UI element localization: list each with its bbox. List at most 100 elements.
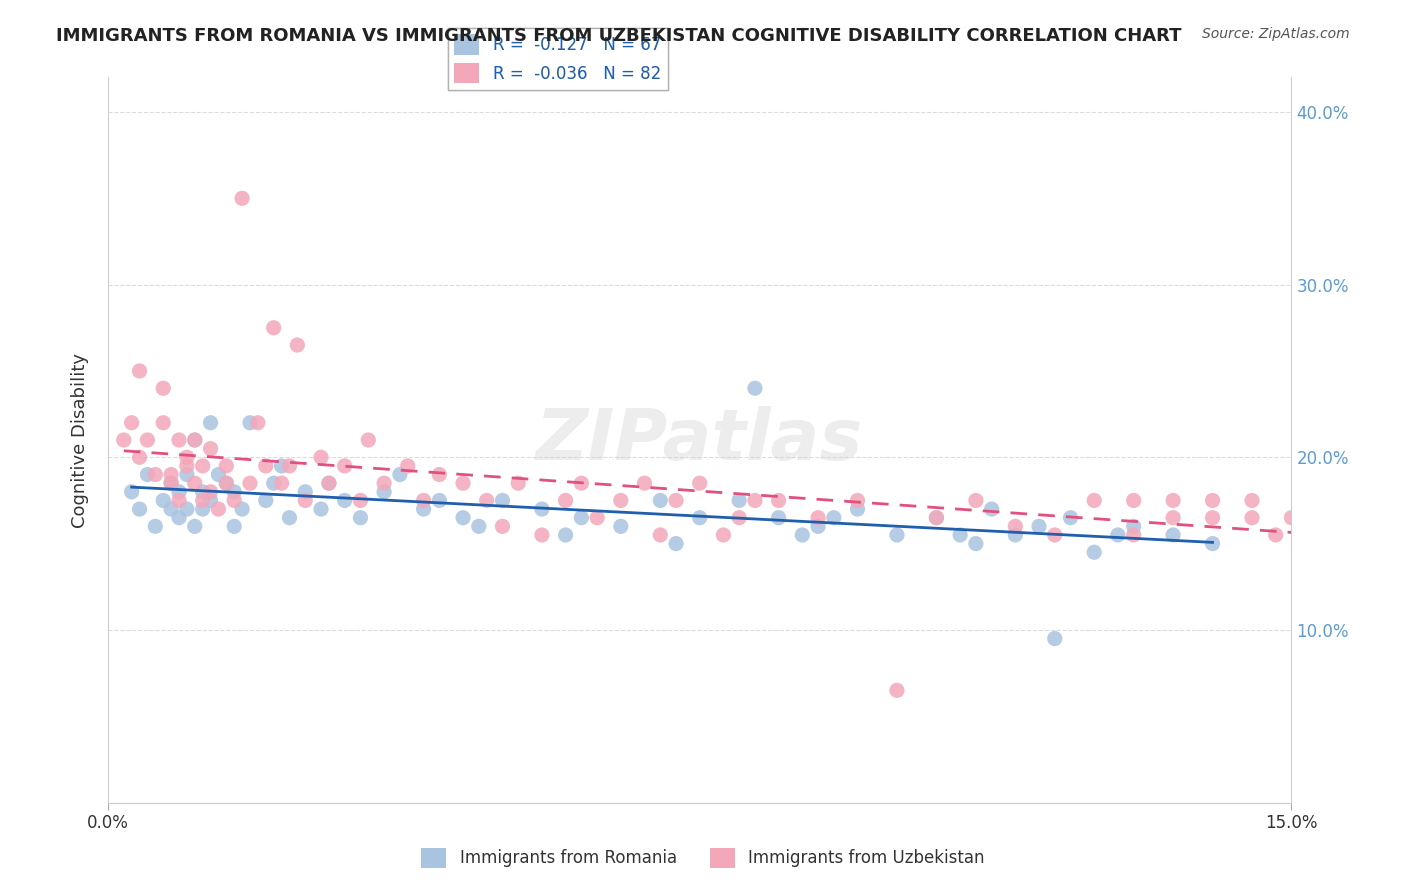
Point bbox=[167, 493, 190, 508]
Point bbox=[263, 476, 285, 491]
Point bbox=[1028, 519, 1050, 533]
Point bbox=[128, 450, 150, 465]
Point bbox=[333, 493, 356, 508]
Point bbox=[1161, 493, 1184, 508]
Point bbox=[554, 493, 576, 508]
Point bbox=[200, 493, 222, 508]
Point bbox=[191, 484, 214, 499]
Point bbox=[167, 433, 190, 447]
Point bbox=[318, 476, 340, 491]
Text: ZIPatlas: ZIPatlas bbox=[536, 406, 863, 475]
Point bbox=[128, 502, 150, 516]
Point bbox=[191, 493, 214, 508]
Point bbox=[768, 510, 790, 524]
Point bbox=[357, 433, 380, 447]
Point bbox=[191, 458, 214, 473]
Point bbox=[1004, 519, 1026, 533]
Point bbox=[1281, 510, 1303, 524]
Point bbox=[965, 493, 987, 508]
Text: IMMIGRANTS FROM ROMANIA VS IMMIGRANTS FROM UZBEKISTAN COGNITIVE DISABILITY CORRE: IMMIGRANTS FROM ROMANIA VS IMMIGRANTS FR… bbox=[56, 27, 1181, 45]
Point bbox=[254, 458, 277, 473]
Point bbox=[508, 476, 530, 491]
Text: Source: ZipAtlas.com: Source: ZipAtlas.com bbox=[1202, 27, 1350, 41]
Point bbox=[309, 450, 332, 465]
Point bbox=[412, 493, 434, 508]
Point bbox=[1107, 528, 1129, 542]
Point bbox=[143, 519, 166, 533]
Point bbox=[689, 510, 711, 524]
Point bbox=[278, 510, 301, 524]
Point bbox=[451, 476, 474, 491]
Point bbox=[160, 476, 183, 491]
Point bbox=[1122, 528, 1144, 542]
Point bbox=[1043, 632, 1066, 646]
Point bbox=[1360, 510, 1382, 524]
Point bbox=[925, 510, 948, 524]
Point bbox=[846, 493, 869, 508]
Point bbox=[136, 467, 159, 482]
Point bbox=[263, 320, 285, 334]
Point bbox=[650, 493, 672, 508]
Point bbox=[184, 519, 207, 533]
Point bbox=[768, 493, 790, 508]
Point bbox=[744, 381, 766, 395]
Point bbox=[886, 683, 908, 698]
Point bbox=[215, 476, 238, 491]
Point bbox=[1320, 528, 1343, 542]
Point bbox=[176, 467, 198, 482]
Point bbox=[1004, 528, 1026, 542]
Y-axis label: Cognitive Disability: Cognitive Disability bbox=[72, 352, 89, 527]
Point bbox=[665, 493, 688, 508]
Point bbox=[554, 528, 576, 542]
Point bbox=[965, 536, 987, 550]
Point bbox=[200, 416, 222, 430]
Point bbox=[318, 476, 340, 491]
Point bbox=[278, 458, 301, 473]
Point bbox=[569, 510, 592, 524]
Point bbox=[1161, 528, 1184, 542]
Point bbox=[215, 458, 238, 473]
Point bbox=[231, 502, 253, 516]
Point bbox=[1240, 493, 1263, 508]
Point bbox=[412, 502, 434, 516]
Point bbox=[1399, 493, 1406, 508]
Point bbox=[689, 476, 711, 491]
Point bbox=[270, 458, 292, 473]
Point bbox=[309, 502, 332, 516]
Point bbox=[1264, 528, 1286, 542]
Point bbox=[665, 536, 688, 550]
Point bbox=[373, 476, 395, 491]
Point bbox=[200, 442, 222, 456]
Point bbox=[530, 502, 553, 516]
Point bbox=[980, 502, 1002, 516]
Point bbox=[224, 484, 246, 499]
Point bbox=[1083, 493, 1105, 508]
Point bbox=[207, 502, 229, 516]
Point bbox=[224, 493, 246, 508]
Point bbox=[270, 476, 292, 491]
Point bbox=[294, 493, 316, 508]
Point bbox=[200, 484, 222, 499]
Point bbox=[530, 528, 553, 542]
Point bbox=[254, 493, 277, 508]
Point bbox=[491, 519, 513, 533]
Point bbox=[1083, 545, 1105, 559]
Point bbox=[1059, 510, 1081, 524]
Point bbox=[152, 381, 174, 395]
Point bbox=[239, 416, 262, 430]
Point bbox=[475, 493, 498, 508]
Point bbox=[886, 528, 908, 542]
Point bbox=[167, 484, 190, 499]
Point bbox=[184, 433, 207, 447]
Point bbox=[121, 484, 143, 499]
Point bbox=[396, 458, 419, 473]
Point bbox=[224, 519, 246, 533]
Point bbox=[128, 364, 150, 378]
Point bbox=[713, 528, 735, 542]
Point bbox=[184, 476, 207, 491]
Point bbox=[1201, 536, 1223, 550]
Point bbox=[823, 510, 845, 524]
Point bbox=[1240, 510, 1263, 524]
Point bbox=[925, 510, 948, 524]
Point bbox=[610, 519, 633, 533]
